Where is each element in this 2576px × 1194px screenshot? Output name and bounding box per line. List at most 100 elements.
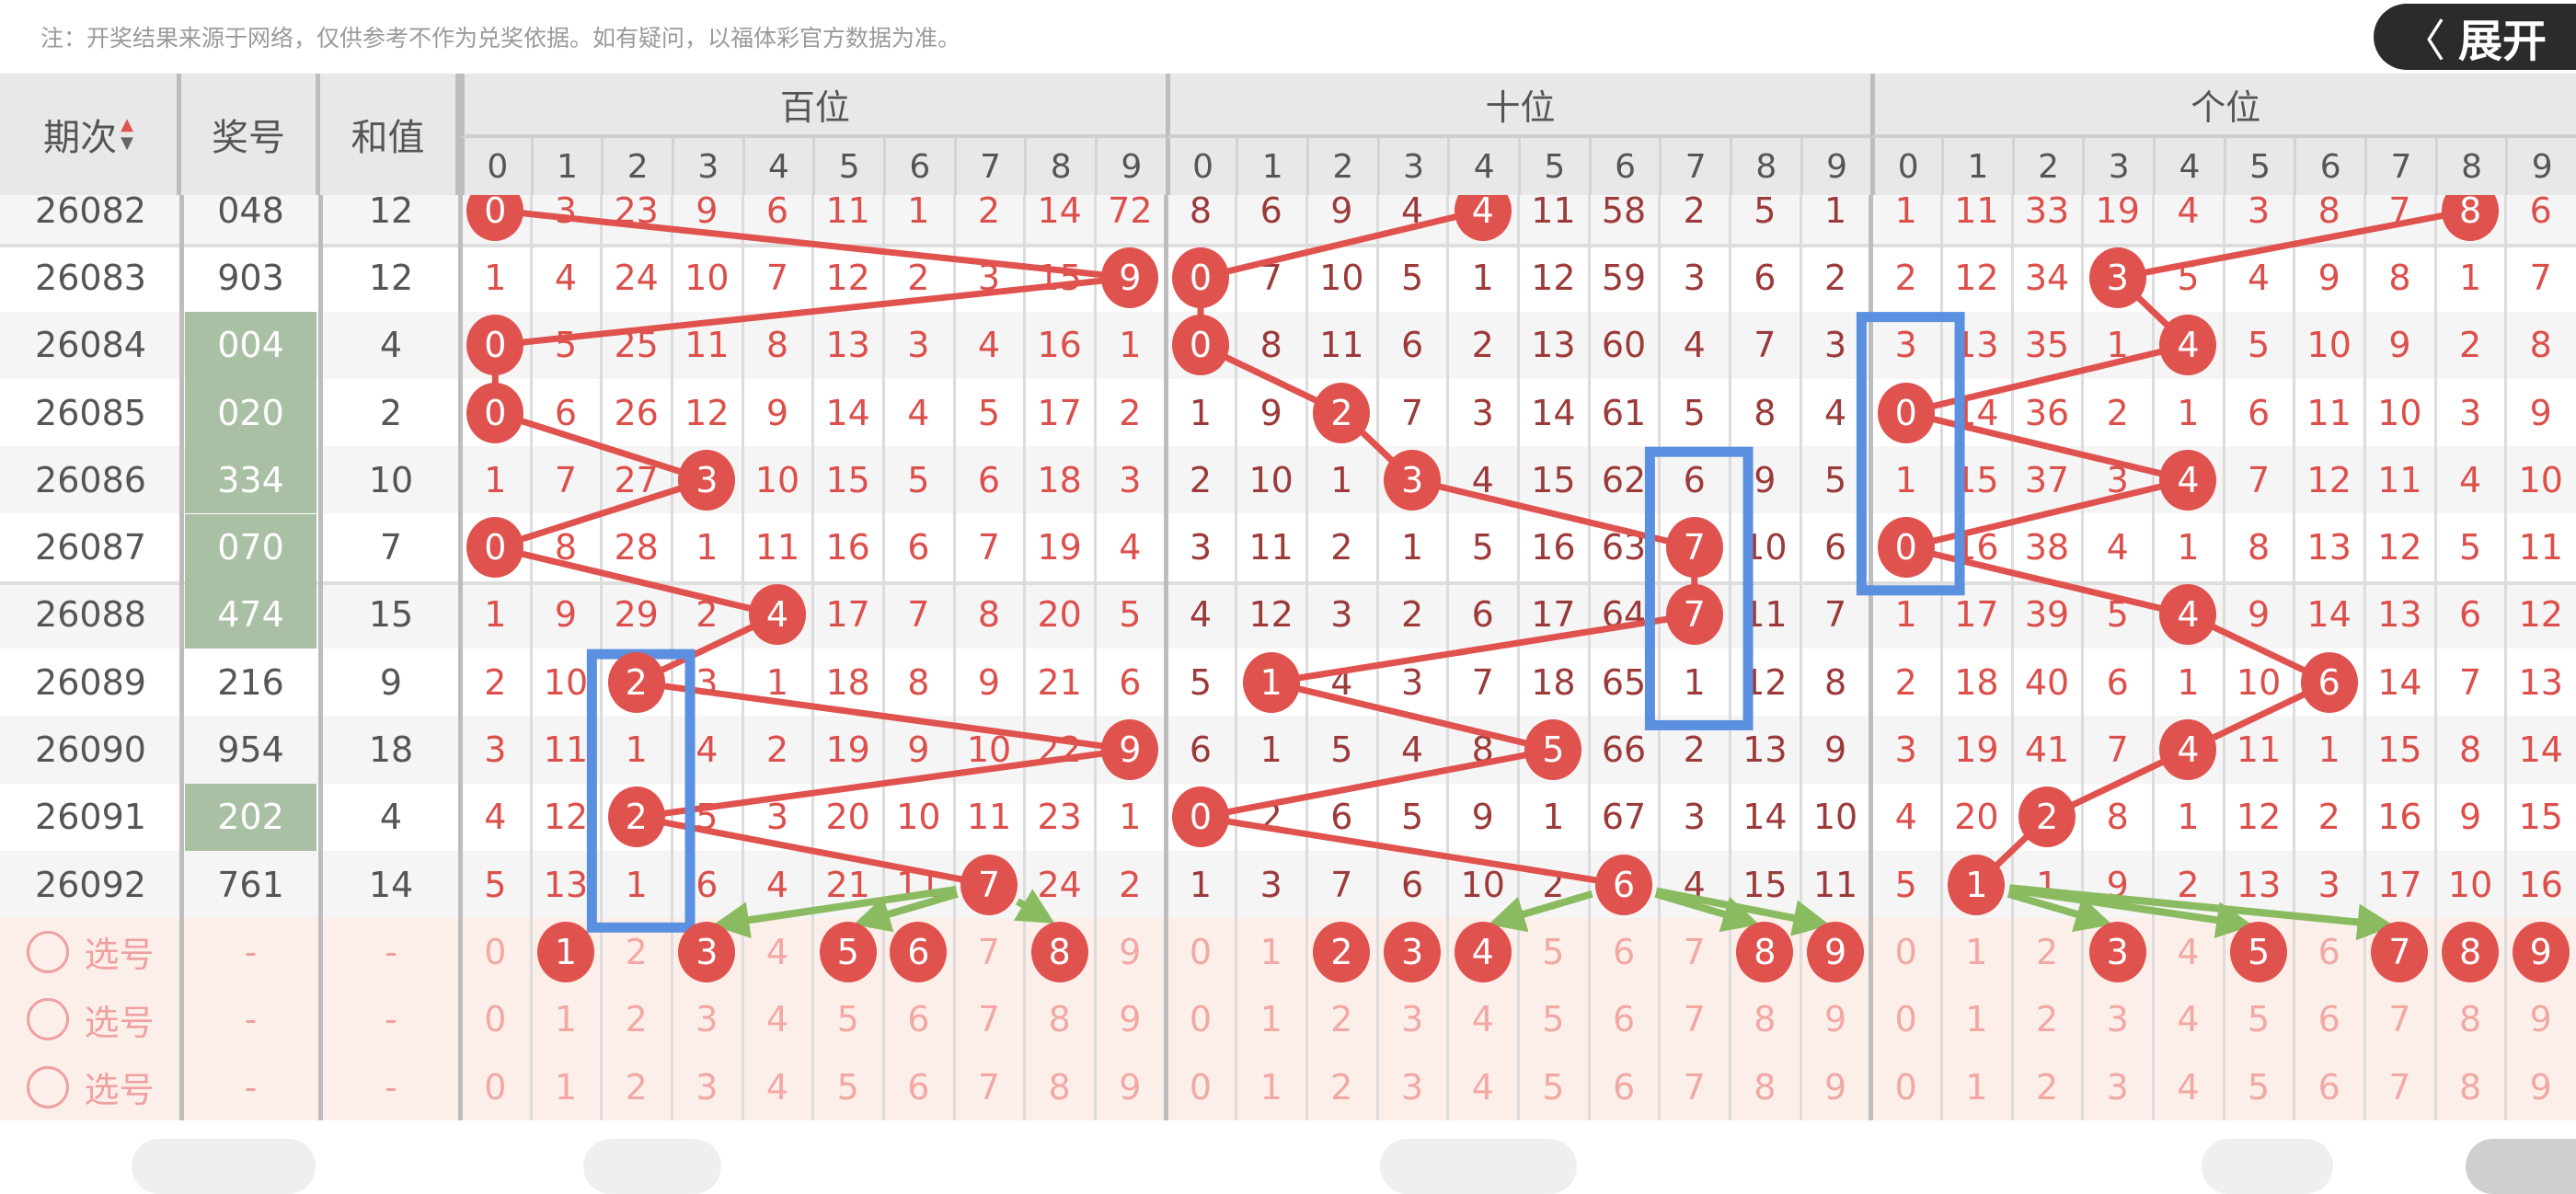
hit-digit: 2	[1313, 382, 1371, 443]
pick-row-selector[interactable]: 选号	[0, 986, 181, 1053]
pick-digit[interactable]: 8	[1048, 1066, 1071, 1108]
pick-digit[interactable]: 8	[2458, 1066, 2482, 1108]
pick-digit[interactable]: 2	[625, 999, 648, 1040]
selected-digit-ball[interactable]: 8	[1730, 918, 1800, 985]
pick-digit[interactable]: 2	[1330, 1066, 1353, 1108]
sort-up-down-icon[interactable]: ▲ ▼	[121, 115, 133, 153]
pick-digit[interactable]: 0	[1894, 931, 1917, 972]
selected-digit-ball[interactable]: 9	[2505, 918, 2576, 985]
pick-row-selector[interactable]: 选号	[0, 1053, 181, 1120]
pick-digit[interactable]: 5	[836, 999, 859, 1040]
pick-digit[interactable]: 4	[765, 931, 789, 972]
radio-circle-icon[interactable]	[27, 998, 70, 1041]
pick-digit[interactable]: 1	[1259, 1066, 1282, 1108]
pick-digit[interactable]: 2	[2035, 1066, 2059, 1108]
pick-digit[interactable]: 4	[765, 999, 789, 1040]
pick-digit[interactable]: 7	[977, 931, 1001, 972]
pick-row-selector[interactable]: 选号	[0, 918, 181, 985]
pick-digit[interactable]: 1	[1965, 931, 1988, 972]
pick-digit[interactable]: 9	[1119, 999, 1142, 1040]
pick-digit[interactable]: 0	[1189, 1066, 1213, 1108]
pick-digit[interactable]: 9	[1119, 931, 1142, 972]
pick-digit[interactable]: 4	[2177, 1066, 2200, 1108]
pick-digit[interactable]: 0	[1189, 931, 1213, 972]
pick-digit[interactable]: 1	[554, 1066, 578, 1108]
expand-button[interactable]: 〈 展开	[2374, 4, 2576, 70]
pick-digit[interactable]: 0	[484, 1066, 507, 1108]
pick-digit[interactable]: 0	[484, 931, 507, 972]
pick-digit[interactable]: 6	[1612, 931, 1636, 972]
pick-digit[interactable]: 5	[2247, 999, 2271, 1040]
pick-digit[interactable]: 2	[1330, 999, 1353, 1040]
radio-circle-icon[interactable]	[27, 930, 70, 973]
pick-digit[interactable]: 7	[2388, 999, 2411, 1040]
pick-digit[interactable]: 1	[1965, 1066, 1988, 1108]
pick-digit[interactable]: 3	[2106, 1066, 2129, 1108]
pick-digit[interactable]: 7	[977, 1066, 1001, 1108]
selected-digit-ball[interactable]: 8	[1024, 918, 1095, 985]
selected-digit-ball[interactable]: 2	[1306, 918, 1377, 985]
pick-digit[interactable]: 3	[1400, 999, 1424, 1040]
selected-digit-ball[interactable]: 3	[1377, 918, 1448, 985]
selected-digit-ball[interactable]: 6	[883, 918, 954, 985]
selected-digit-ball[interactable]: 7	[2364, 918, 2435, 985]
pick-digit[interactable]: 0	[484, 999, 507, 1040]
selected-digit-ball[interactable]: 5	[2224, 918, 2294, 985]
pick-digit[interactable]: 5	[2247, 1066, 2271, 1108]
pick-digit[interactable]: 8	[1754, 999, 1777, 1040]
pick-digit[interactable]: 0	[1189, 999, 1213, 1040]
pick-digit[interactable]: 7	[1683, 999, 1706, 1040]
header-issue[interactable]: 期次 ▲ ▼	[0, 74, 181, 195]
pick-digit[interactable]: 9	[1823, 1066, 1847, 1108]
selected-digit-ball[interactable]: 3	[2082, 918, 2153, 985]
pick-digit[interactable]: 3	[1400, 1066, 1424, 1108]
pick-digit[interactable]: 7	[1683, 1066, 1706, 1108]
selected-digit-ball[interactable]: 4	[1447, 918, 1518, 985]
pick-digit[interactable]: 5	[1542, 1066, 1565, 1108]
pick-digit[interactable]: 1	[554, 999, 578, 1040]
selected-digit-ball[interactable]: 9	[1800, 918, 1871, 985]
radio-circle-icon[interactable]	[27, 1065, 70, 1108]
selected-digit-ball[interactable]: 1	[531, 918, 602, 985]
selected-digit-ball[interactable]: 5	[812, 918, 883, 985]
pick-digit[interactable]: 4	[2177, 999, 2200, 1040]
pick-digit[interactable]: 3	[696, 999, 719, 1040]
pick-digit[interactable]: 6	[907, 1066, 930, 1108]
pick-digit[interactable]: 1	[1965, 999, 1988, 1040]
pick-digit[interactable]: 1	[1259, 931, 1282, 972]
pick-digit[interactable]: 3	[696, 1066, 719, 1108]
pick-digit[interactable]: 2	[2035, 931, 2059, 972]
pick-digit[interactable]: 0	[1894, 1066, 1917, 1108]
pick-digit[interactable]: 0	[1894, 999, 1917, 1040]
pick-digit[interactable]: 6	[2317, 999, 2340, 1040]
pick-digit[interactable]: 2	[625, 931, 648, 972]
pick-digit[interactable]: 7	[2388, 1066, 2411, 1108]
pick-digit[interactable]: 6	[1612, 999, 1636, 1040]
pick-digit[interactable]: 4	[2177, 931, 2200, 972]
pick-digit[interactable]: 3	[2106, 999, 2129, 1040]
selected-digit-ball[interactable]: 3	[672, 918, 742, 985]
pick-digit[interactable]: 8	[1048, 999, 1071, 1040]
pick-digit[interactable]: 9	[1823, 999, 1847, 1040]
pick-digit[interactable]: 7	[1683, 931, 1706, 972]
pick-digit[interactable]: 9	[2529, 999, 2552, 1040]
pick-digit[interactable]: 9	[1119, 1066, 1142, 1108]
pick-digit[interactable]: 5	[836, 1066, 859, 1108]
pick-digit[interactable]: 1	[1259, 999, 1282, 1040]
pick-digit[interactable]: 6	[907, 999, 930, 1040]
pick-digit[interactable]: 2	[625, 1066, 648, 1108]
pick-digit[interactable]: 9	[2529, 1066, 2552, 1108]
pick-digit[interactable]: 6	[1612, 1066, 1636, 1108]
pick-digit[interactable]: 8	[1754, 1066, 1777, 1108]
pick-digit[interactable]: 5	[1542, 931, 1565, 972]
pick-digit[interactable]: 6	[2317, 1066, 2340, 1108]
pick-digit[interactable]: 2	[2035, 999, 2059, 1040]
pick-digit[interactable]: 4	[1471, 1066, 1494, 1108]
pick-digit[interactable]: 4	[765, 1066, 789, 1108]
selected-digit-ball[interactable]: 8	[2435, 918, 2506, 985]
pick-digit[interactable]: 4	[1471, 999, 1494, 1040]
pick-digit[interactable]: 5	[1542, 999, 1565, 1040]
pick-digit[interactable]: 7	[977, 999, 1001, 1040]
pick-digit[interactable]: 6	[2317, 931, 2340, 972]
pick-digit[interactable]: 8	[2458, 999, 2482, 1040]
